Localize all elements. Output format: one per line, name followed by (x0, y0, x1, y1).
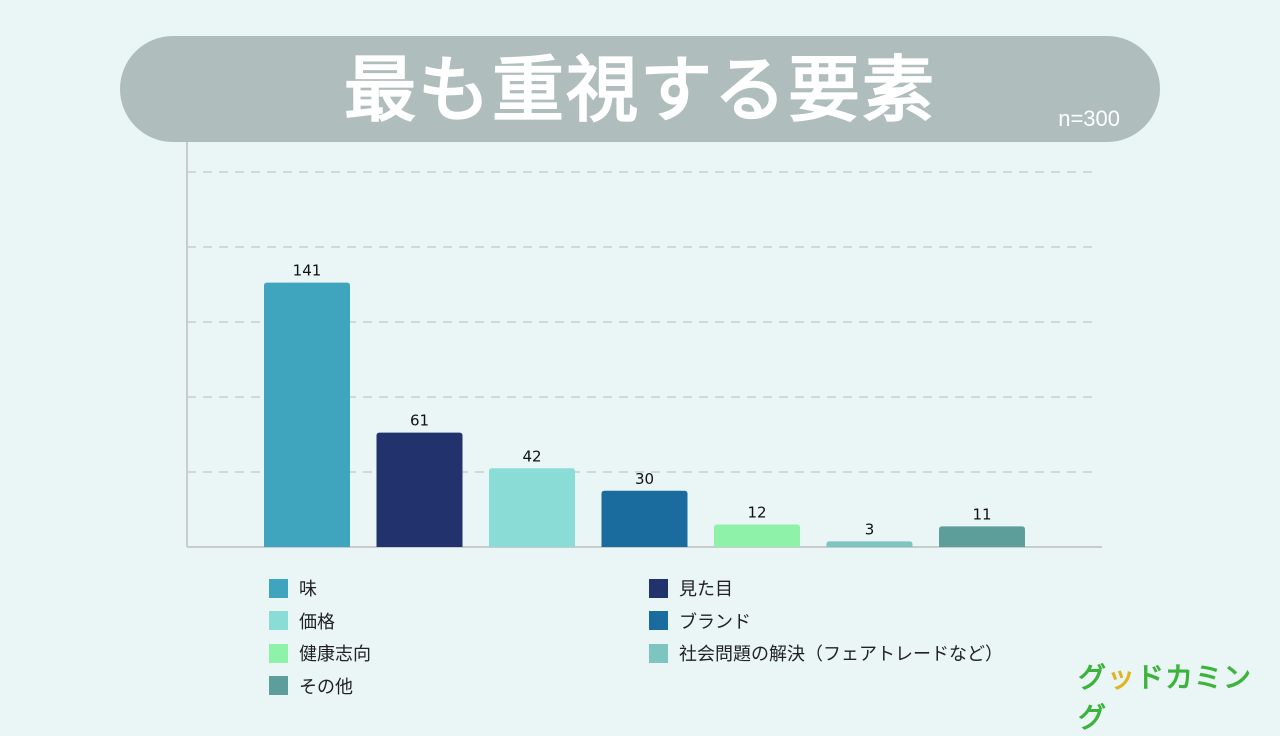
legend-swatch (269, 611, 288, 630)
legend-label: その他 (299, 676, 353, 698)
legend-label: 社会問題の解決（フェアトレードなど） (679, 644, 1003, 665)
brand-logo: グッドカミング (1078, 656, 1280, 736)
legend-item-6: 社会問題の解決（フェアトレードなど） (649, 640, 1003, 666)
legend-swatch (269, 676, 288, 695)
data-label-5: 12 (747, 504, 766, 522)
legend-label: 味 (299, 579, 317, 600)
data-label-7: 11 (972, 505, 991, 523)
title-banner (120, 36, 1160, 142)
legend-swatch (649, 611, 668, 630)
data-label-3: 42 (522, 447, 541, 465)
legend-swatch (269, 643, 288, 663)
chart-title: 最も重視する要素 (343, 48, 936, 132)
bar-6 (826, 541, 913, 547)
bar-1 (264, 282, 350, 547)
legend-item-7: その他 (269, 673, 353, 699)
legend-swatch (649, 643, 668, 663)
bar-7 (939, 526, 1025, 547)
bar-2 (376, 432, 463, 547)
legend-label: 価格 (299, 611, 335, 633)
legend-swatch (649, 578, 668, 598)
brand-logo-pre: グ (1078, 661, 1108, 694)
data-label-1: 141 (293, 262, 322, 280)
legend-label: 健康志向 (299, 644, 371, 665)
bar-5 (714, 524, 800, 547)
brand-logo-accent: ッ (1107, 661, 1137, 694)
legend-label: 見た目 (679, 579, 733, 600)
legend-label: ブランド (679, 611, 751, 633)
data-label-4: 30 (635, 470, 654, 488)
bar-chart: 141 61 42 30 12 3 11 (186, 142, 1102, 548)
legend-item-5: 健康志向 (269, 640, 371, 666)
data-label-2: 61 (410, 412, 429, 430)
legend-item-2: 見た目 (649, 575, 733, 601)
legend-item-1: 味 (269, 575, 317, 601)
bar-4 (601, 490, 688, 547)
legend-item-4: ブランド (649, 608, 751, 634)
legend-item-3: 価格 (269, 608, 335, 634)
data-label-6: 3 (865, 520, 875, 538)
bar-3 (489, 468, 575, 547)
sample-size-label: n=300 (1058, 106, 1120, 131)
legend-swatch (269, 578, 288, 598)
